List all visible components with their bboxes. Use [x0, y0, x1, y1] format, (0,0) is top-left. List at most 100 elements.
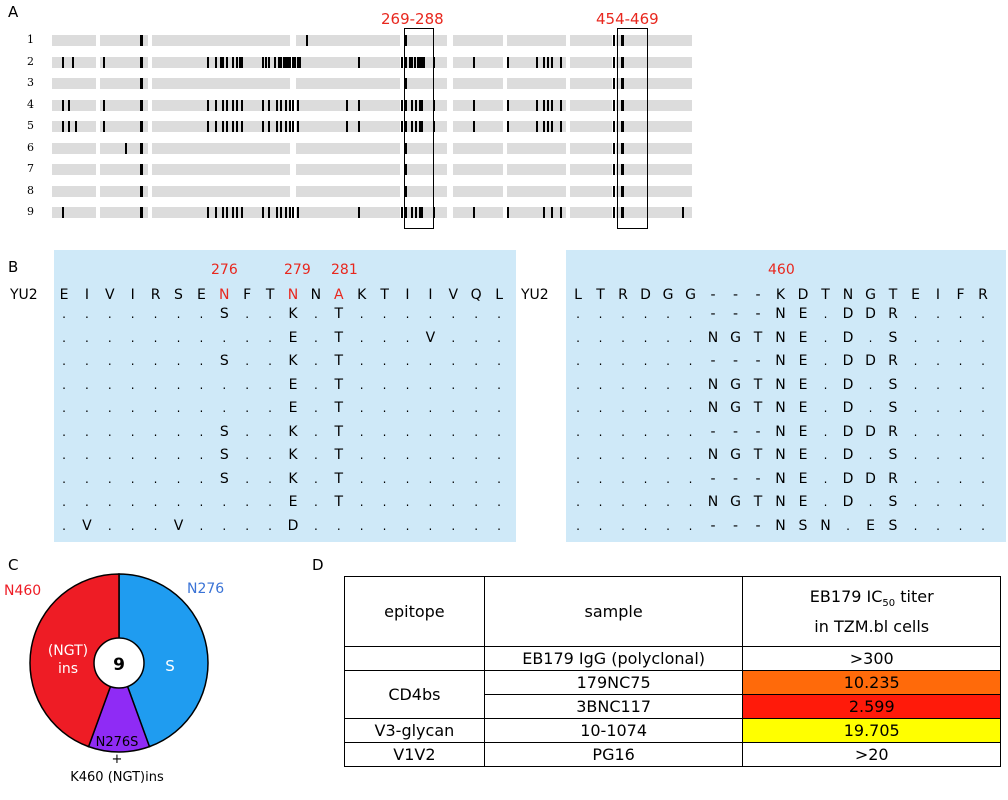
mutation-tick: [401, 207, 403, 218]
right-residue: .: [913, 471, 918, 486]
track-gap: [290, 142, 296, 154]
right-residue: N: [775, 306, 786, 322]
right-residue: S: [798, 517, 808, 534]
left-residue: .: [428, 377, 433, 392]
mutation-tick: [75, 121, 77, 132]
track-gap: [447, 185, 453, 197]
label-combo-1: N276S: [95, 735, 139, 750]
region-box-269-288: [404, 28, 434, 229]
left-residue: .: [130, 424, 135, 439]
right-residue: .: [936, 330, 940, 345]
mutation-tick: [473, 121, 475, 132]
left-residue: .: [199, 401, 204, 415]
left-residue: .: [405, 495, 410, 509]
left-residue: .: [474, 307, 479, 321]
left-residue: .: [313, 471, 318, 486]
left-residue: .: [130, 354, 135, 368]
left-residue: .: [405, 471, 410, 486]
right-residue: .: [936, 401, 940, 415]
left-residue: .: [107, 448, 112, 462]
left-residue: .: [199, 354, 204, 368]
right-residue: -: [732, 517, 739, 534]
right-residue: .: [823, 401, 828, 415]
mutation-tick: [346, 99, 348, 111]
mutation-tick: [207, 56, 209, 68]
left-residue: .: [474, 401, 479, 415]
track-label-4: 4: [27, 97, 34, 111]
track-label-7: 7: [27, 162, 34, 175]
left-residue: .: [313, 354, 318, 368]
right-residue: E: [798, 447, 808, 463]
left-residue: K: [288, 447, 298, 463]
alignment-tracks: 1 2 3 4 5 6 7 8 9: [0, 0, 700, 235]
table-row-2-sample: 3BNC117: [483, 694, 744, 719]
right-ref-residue: T: [821, 287, 830, 303]
mutation-tick: [294, 56, 296, 68]
mutation-tick: [621, 142, 624, 154]
left-residue: .: [359, 354, 364, 368]
left-ref-residue: Q: [470, 287, 482, 303]
track-gap: [400, 78, 404, 89]
mutation-tick: [285, 56, 287, 68]
left-residue: .: [153, 448, 158, 462]
left-residue: .: [382, 495, 387, 509]
right-residue: .: [913, 377, 918, 392]
left-residue: .: [130, 471, 135, 486]
right-residue: .: [823, 307, 828, 321]
mutation-tick: [287, 56, 289, 68]
left-residue: T: [334, 376, 344, 393]
right-residue: -: [732, 353, 739, 369]
left-ref-residue: N: [310, 287, 322, 303]
mutation-tick: [280, 99, 282, 111]
mutation-tick: [419, 56, 421, 68]
right-residue: .: [688, 330, 693, 345]
mutation-tick: [285, 121, 287, 132]
left-residue: .: [176, 424, 181, 439]
left-residue: .: [497, 330, 501, 345]
right-residue: .: [666, 377, 670, 392]
right-residue: .: [643, 471, 648, 486]
right-ref-residue: N: [842, 287, 854, 303]
table-row-0-sample: EB179 IgG (polyclonal): [483, 646, 744, 671]
right-residue: E: [798, 494, 808, 510]
mutation-tick: [551, 56, 553, 68]
left-residue: .: [474, 424, 479, 439]
right-residue: T: [753, 494, 763, 510]
mutation-tick: [226, 99, 228, 111]
left-residue: .: [382, 448, 387, 462]
mutation-tick: [140, 207, 143, 218]
right-residue: .: [643, 330, 648, 345]
header-epitope: epitope: [344, 576, 485, 647]
left-residue: E: [288, 329, 298, 346]
left-residue: .: [199, 377, 204, 392]
right-ref-residue: E: [911, 287, 920, 303]
mutation-tick: [536, 99, 538, 111]
track-gap: [447, 121, 453, 132]
mutation-tick: [415, 121, 417, 132]
mutation-tick: [682, 207, 684, 218]
track-gap: [566, 35, 570, 46]
track-label-9: 9: [27, 205, 34, 218]
mutation-tick: [507, 99, 509, 111]
right-ref-residue: F: [956, 287, 965, 303]
track-gap: [96, 142, 100, 154]
right-residue: .: [621, 424, 625, 439]
right-residue: .: [621, 330, 625, 345]
mutation-tick: [140, 35, 143, 46]
right-residue: .: [666, 471, 670, 486]
left-residue: .: [62, 354, 66, 368]
mutation-tick: [404, 121, 407, 132]
left-residue: S: [219, 447, 229, 463]
mutation-tick: [473, 56, 475, 68]
right-residue: .: [666, 330, 670, 345]
mutation-tick: [404, 56, 407, 68]
right-residue: R: [888, 353, 898, 369]
track-gap: [400, 185, 404, 197]
right-residue: N: [707, 400, 719, 416]
left-residue: .: [62, 377, 66, 392]
left-ref-residue: I: [428, 287, 433, 303]
left-ref-residue: N: [287, 287, 299, 303]
left-residue: .: [359, 471, 364, 486]
left-residue: .: [245, 471, 250, 486]
right-ref-residue: G: [662, 287, 674, 303]
